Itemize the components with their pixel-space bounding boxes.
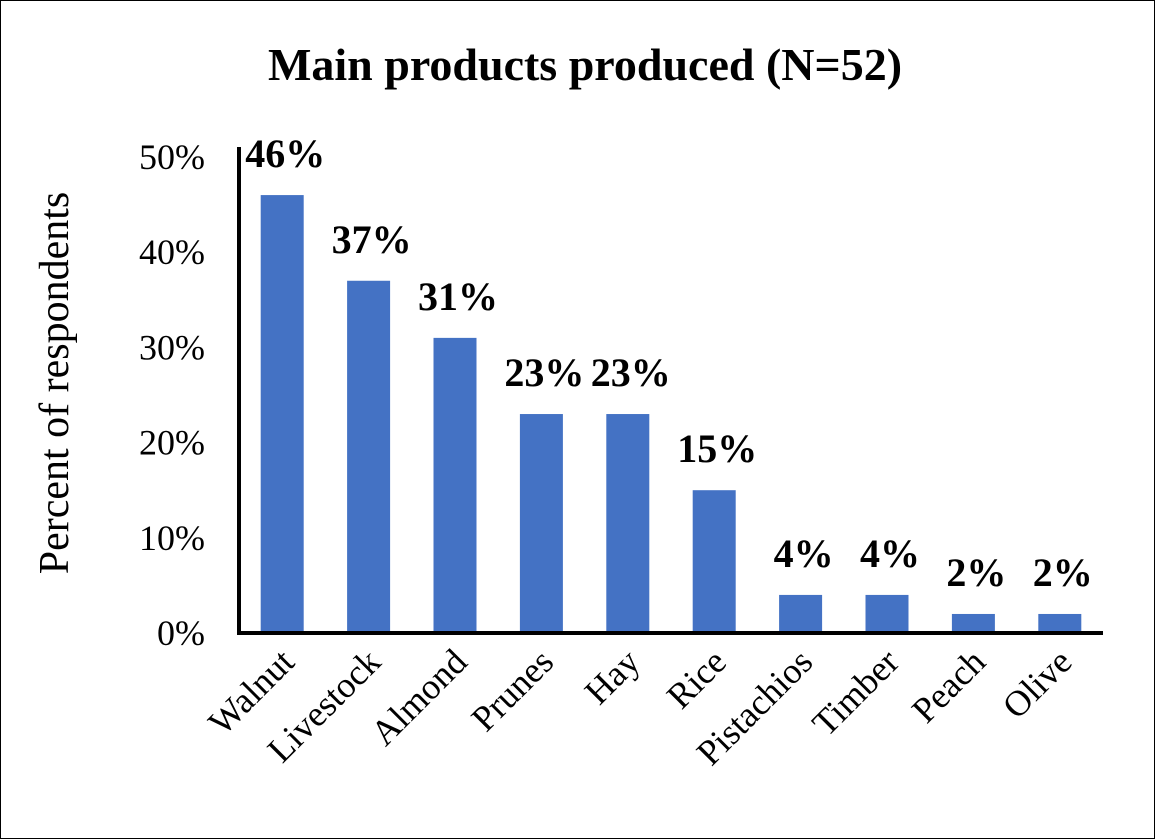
data-labels: 46%37%31%23% 23%15%4% 4% 2% 2% (245, 131, 1093, 595)
y-axis-title: Percent of respondents (32, 192, 78, 575)
category-label: Rice (659, 641, 734, 716)
category-label: Timber (804, 641, 906, 743)
category-label: Prunes (463, 641, 561, 739)
bar (260, 195, 304, 633)
bar (433, 337, 477, 633)
category-label: Peach (904, 641, 993, 730)
category-label: Olive (995, 641, 1080, 726)
y-tick-label: 20% (139, 423, 205, 463)
data-label: 4% (774, 531, 834, 576)
bar (951, 613, 995, 633)
data-label: 23% (591, 350, 671, 395)
data-label: 4% (860, 531, 920, 576)
y-tick-label: 40% (139, 232, 205, 272)
data-label: 37% (332, 217, 412, 262)
data-label: 2% (1033, 550, 1093, 595)
bar (606, 414, 650, 633)
data-label: 15% (677, 426, 757, 471)
category-label: Almond (363, 641, 475, 753)
data-label: 2% (946, 550, 1006, 595)
y-axis-ticks: 0% 10% 20% 30% 40% 50% (139, 137, 205, 653)
bar (347, 280, 391, 633)
y-tick-label: 0% (157, 613, 205, 653)
bar (779, 594, 823, 633)
bars (260, 195, 1082, 633)
bar (1038, 613, 1082, 633)
chart-title: Main products produced (N=52) (267, 39, 903, 90)
y-tick-label: 30% (139, 327, 205, 367)
category-label: Hay (577, 641, 648, 712)
y-tick-label: 50% (139, 137, 205, 177)
y-tick-label: 10% (139, 518, 205, 558)
bar (865, 594, 909, 633)
bar (692, 490, 736, 633)
data-label: 31% (418, 274, 498, 319)
data-label: 23% (504, 350, 584, 395)
data-label: 46% (245, 131, 325, 176)
bar (519, 414, 563, 633)
